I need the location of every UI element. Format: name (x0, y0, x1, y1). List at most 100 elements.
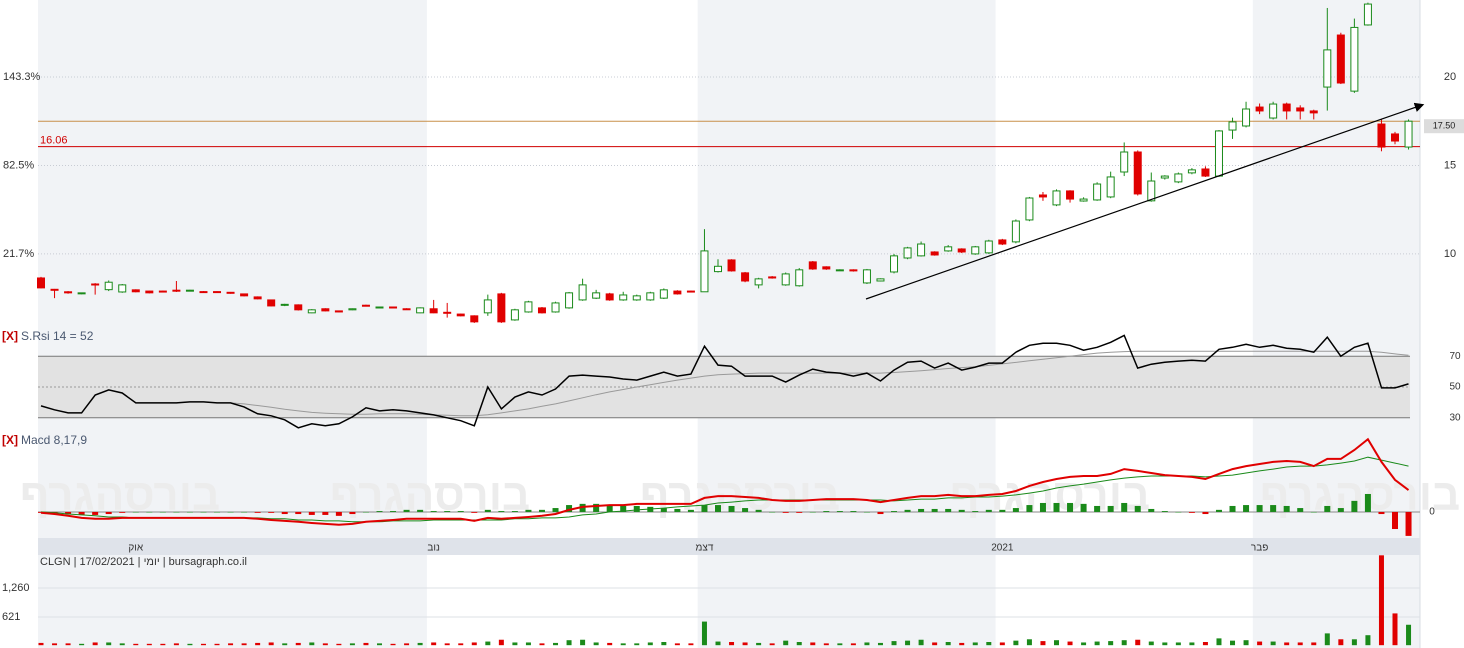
volume-bar (106, 642, 112, 646)
candle-body (402, 308, 411, 311)
candle-body (307, 309, 316, 314)
volume-bar (1135, 639, 1141, 646)
volume-bar (363, 642, 369, 646)
candle-body (1025, 197, 1034, 221)
volume-bar (458, 643, 464, 646)
histogram-bar (444, 511, 451, 512)
histogram-bar (498, 511, 505, 512)
histogram-bar (918, 508, 925, 512)
histogram-bar (891, 511, 898, 512)
histogram-bar (417, 509, 424, 512)
volume-bar (1351, 639, 1357, 646)
candle-body (348, 308, 357, 311)
histogram-bar (403, 509, 410, 512)
histogram-bar (769, 511, 776, 513)
histogram-bar (593, 503, 600, 512)
histogram-bar (1392, 511, 1398, 530)
candle-body (1133, 151, 1142, 195)
volume-bar (877, 642, 883, 646)
candle-body (389, 306, 398, 309)
candle-body (64, 291, 73, 294)
candle-body (1282, 103, 1291, 112)
volume-bar (1270, 641, 1276, 646)
candle-body (822, 266, 831, 270)
volume-bar (1108, 641, 1114, 646)
candle-body (741, 272, 750, 282)
x-tick-label: פבר (1251, 543, 1268, 554)
panel-title: CLGN | 17/02/2021 | יומי | bursagraph.co… (40, 556, 247, 568)
histogram-bar (755, 509, 762, 512)
histogram-bar (78, 511, 85, 515)
histogram-bar (606, 505, 613, 512)
candle-body (727, 259, 736, 272)
candle-body (686, 290, 695, 293)
candle-body (361, 304, 370, 307)
candle-body (1323, 49, 1332, 88)
candle-body (118, 284, 127, 293)
histogram-bar (92, 511, 99, 515)
month-band (38, 0, 427, 538)
candle-body (321, 308, 330, 312)
candle-body (957, 248, 966, 253)
close-button[interactable]: [X] (2, 329, 18, 343)
histogram-bar (728, 505, 735, 512)
volume-bar (999, 642, 1005, 646)
histogram-bar (1324, 505, 1331, 512)
month-band (38, 555, 427, 648)
candle-body (524, 301, 533, 313)
candle-body (199, 291, 208, 294)
candle-body (971, 246, 980, 255)
candle-body (375, 306, 384, 309)
histogram-bar (972, 511, 979, 512)
volume-bar (566, 640, 572, 646)
trend-line (865, 102, 1425, 300)
histogram-bar (376, 511, 383, 512)
volume-bar (228, 643, 234, 646)
volume-bar (850, 643, 856, 646)
candle-body (1187, 169, 1196, 174)
volume-bar (92, 642, 98, 646)
candle-body (280, 303, 289, 306)
volume-bar (268, 642, 274, 646)
volume-bar (1081, 642, 1087, 646)
candle-body (1120, 151, 1129, 173)
candle-body (267, 299, 276, 307)
histogram-bar (308, 511, 315, 515)
histogram-bar (241, 511, 248, 513)
histogram-bar (281, 511, 288, 515)
candle-body (226, 291, 235, 294)
volume-bar (1054, 640, 1059, 646)
histogram-bar (322, 511, 329, 515)
histogram-bar (1337, 508, 1344, 512)
histogram-bar (566, 505, 573, 512)
volume-bar (593, 642, 599, 646)
volume-bar (187, 643, 193, 646)
y2-tick-label: 143.3% (3, 71, 41, 83)
volume-bar (512, 642, 518, 646)
candle-body (1242, 108, 1251, 127)
candle-body (185, 289, 194, 292)
candle-body (632, 295, 641, 301)
volume-bar (1202, 642, 1208, 646)
candle-body (172, 289, 181, 292)
histogram-bar (742, 508, 749, 512)
volume-bar (986, 642, 992, 646)
histogram-bar (1283, 505, 1290, 512)
volume-bar (471, 642, 477, 646)
candle-body (240, 293, 249, 297)
candle-body (1011, 220, 1020, 243)
volume-bar (634, 643, 640, 646)
volume-bar (864, 642, 870, 646)
volume-bar (742, 642, 748, 646)
volume-bar (1148, 641, 1154, 646)
histogram-bar (1067, 502, 1074, 512)
candle-body (213, 291, 222, 294)
candle-body (646, 292, 655, 301)
volume-bar (322, 643, 328, 646)
candle-body (1336, 34, 1345, 84)
close-button[interactable]: [X] (2, 433, 18, 447)
y2-tick-label: 82.5% (3, 159, 34, 171)
volume-bar (1284, 642, 1290, 646)
histogram-bar (390, 511, 397, 512)
volume-bar (932, 642, 938, 646)
